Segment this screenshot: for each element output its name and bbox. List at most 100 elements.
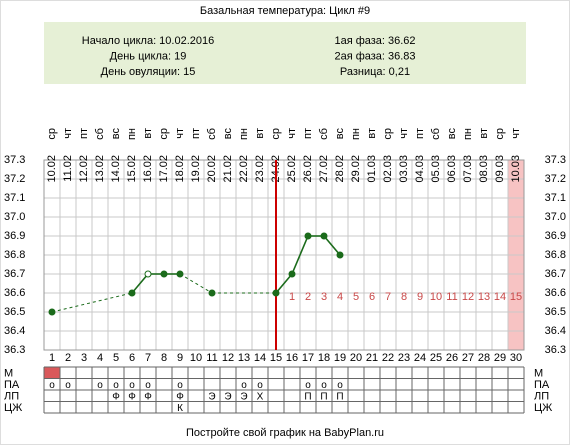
date-label: 20.02 xyxy=(206,155,218,183)
x-tick-label: 20 xyxy=(350,352,362,364)
point xyxy=(208,289,216,297)
x-tick-label: 19 xyxy=(334,352,346,364)
weekday-label: чт xyxy=(398,128,410,139)
x-tick-label: 1 xyxy=(49,352,55,364)
weekday-label: пт xyxy=(190,128,202,139)
date-label: 12.02 xyxy=(78,155,90,183)
line-segment xyxy=(179,273,213,294)
x-tick-label: 16 xyxy=(286,352,298,364)
row-label: ЛП xyxy=(4,391,19,403)
info-text: Начало цикла: 10.02.2016 xyxy=(82,35,214,47)
date-label: 03.03 xyxy=(398,155,410,183)
y-tick-label: 37.1 xyxy=(4,192,25,204)
info-text: День цикла: 19 xyxy=(110,50,187,62)
date-label: 06.03 xyxy=(446,155,458,183)
date-label: 01.03 xyxy=(366,155,378,183)
info-text: 2ая фаза: 36.83 xyxy=(334,50,415,62)
cell-text: о xyxy=(177,380,183,391)
x-tick-label: 25 xyxy=(430,352,442,364)
phase-day: 11 xyxy=(446,291,457,303)
cell-text: К xyxy=(177,403,183,414)
phase-day: 7 xyxy=(385,291,391,303)
y-tick-label: 36.3 xyxy=(545,344,566,356)
date-label: 26.02 xyxy=(302,155,314,183)
phase-day: 5 xyxy=(353,291,359,303)
point xyxy=(48,308,56,316)
weekday-label: сб xyxy=(94,128,106,140)
cell-text: о xyxy=(321,380,327,391)
y-tick-label: 37.2 xyxy=(545,173,566,185)
y-tick-label: 36.6 xyxy=(545,287,566,299)
cell-text: Ф xyxy=(112,391,120,402)
cell-text: о xyxy=(49,380,55,391)
phase-day: 6 xyxy=(369,291,375,303)
y-tick-label: 36.7 xyxy=(4,268,25,280)
y-tick-label: 36.8 xyxy=(4,249,25,261)
cell-text: Э xyxy=(224,391,231,402)
date-label: 28.02 xyxy=(334,155,346,183)
date-label: 19.02 xyxy=(190,155,202,183)
line-segment xyxy=(291,235,309,275)
y-tick-label: 36.8 xyxy=(545,249,566,261)
y-tick-label: 36.9 xyxy=(545,230,566,242)
phase-day: 13 xyxy=(478,291,490,303)
x-tick-label: 29 xyxy=(494,352,506,364)
date-label: 17.02 xyxy=(158,155,170,183)
y-tick-label: 37.0 xyxy=(545,211,566,223)
cell-text: Ф xyxy=(176,391,184,402)
row-label: ПА xyxy=(4,379,20,391)
weekday-label: пт xyxy=(414,128,426,139)
date-label: 18.02 xyxy=(174,155,186,183)
cell-text: о xyxy=(241,380,247,391)
cell-text: Х xyxy=(257,391,264,402)
x-tick-label: 3 xyxy=(81,352,87,364)
x-tick-label: 17 xyxy=(302,352,314,364)
cell-text: о xyxy=(305,380,311,391)
weekday-label: сб xyxy=(206,128,218,140)
x-tick-label: 9 xyxy=(177,352,183,364)
weekday-label: пн xyxy=(350,128,362,140)
x-tick-label: 4 xyxy=(97,352,103,364)
y-tick-label: 36.5 xyxy=(4,306,25,318)
x-tick-label: 24 xyxy=(414,352,426,364)
cell-text: о xyxy=(337,380,343,391)
x-tick-label: 2 xyxy=(65,352,71,364)
x-tick-label: 27 xyxy=(462,352,474,364)
phase-day: 2 xyxy=(305,291,311,303)
phase-day: 4 xyxy=(337,291,343,303)
x-tick-label: 8 xyxy=(161,352,167,364)
y-tick-label: 37.1 xyxy=(545,192,566,204)
weekday-label: вс xyxy=(110,128,122,140)
date-label: 21.02 xyxy=(222,155,234,183)
cell-text: Э xyxy=(240,391,247,402)
line-segment xyxy=(51,292,133,313)
phase-day: 12 xyxy=(462,291,474,303)
date-label: 16.02 xyxy=(142,155,154,183)
weekday-label: ср xyxy=(382,128,394,140)
weekday-label: чт xyxy=(62,128,74,139)
point xyxy=(160,270,168,278)
x-tick-label: 21 xyxy=(366,352,378,364)
date-label: 25.02 xyxy=(286,155,298,183)
y-tick-label: 37.3 xyxy=(545,154,566,166)
date-label: 27.02 xyxy=(318,155,330,183)
weekday-label: ср xyxy=(46,128,58,140)
point xyxy=(176,270,184,278)
cell-text: о xyxy=(65,380,71,391)
point xyxy=(144,270,152,278)
date-label: 08.03 xyxy=(478,155,490,183)
y-tick-label: 36.3 xyxy=(4,344,25,356)
weekday-label: чт xyxy=(286,128,298,139)
y-tick-label: 37.3 xyxy=(4,154,25,166)
x-tick-label: 22 xyxy=(382,352,394,364)
date-label: 11.02 xyxy=(62,155,74,182)
point xyxy=(304,232,312,240)
cell-text: о xyxy=(145,380,151,391)
weekday-label: ср xyxy=(494,128,506,140)
y-tick-label: 36.4 xyxy=(545,325,566,337)
point xyxy=(288,270,296,278)
x-tick-label: 7 xyxy=(145,352,151,364)
weekday-label: сб xyxy=(430,128,442,140)
y-tick-label: 36.5 xyxy=(545,306,566,318)
